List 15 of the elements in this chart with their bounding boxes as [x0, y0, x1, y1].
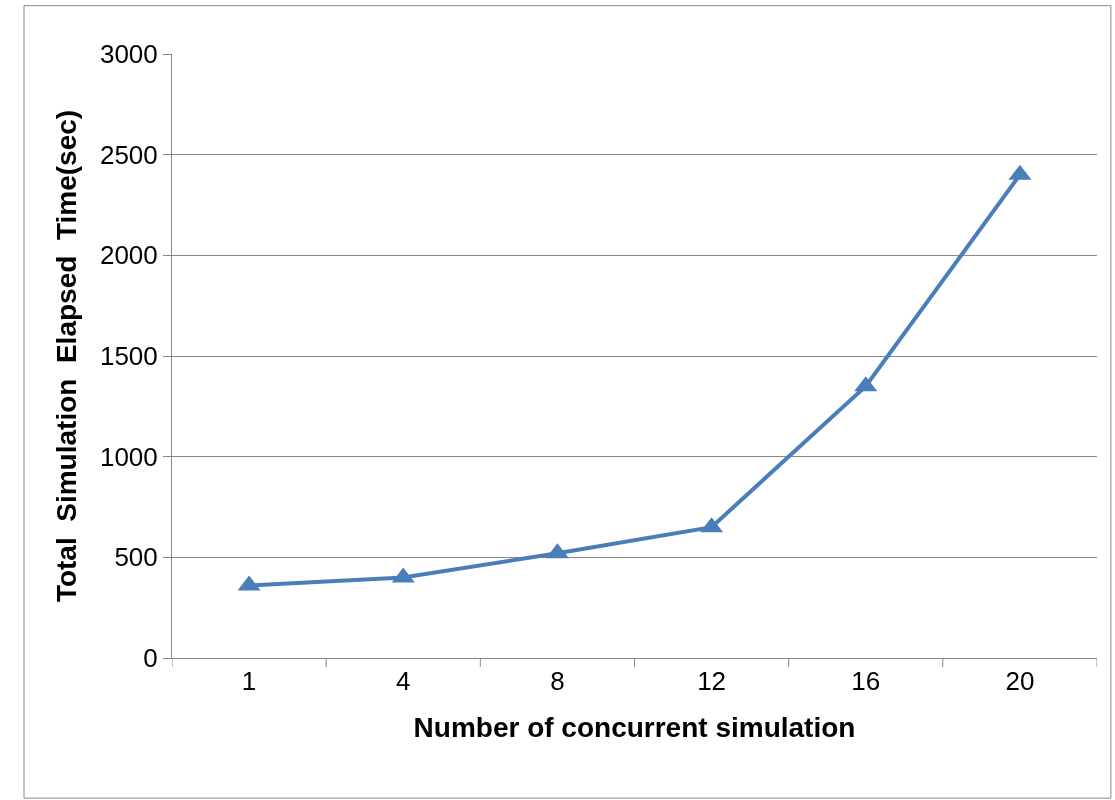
y-tick-label: 2500 [99, 139, 158, 170]
y-tick-label: 1500 [99, 341, 158, 372]
x-tick-label: 4 [396, 666, 411, 697]
y-tick-label: 0 [143, 643, 158, 674]
y-tick-label: 1000 [99, 441, 158, 472]
x-tick-label: 12 [697, 666, 727, 697]
x-tick-label: 20 [1005, 666, 1035, 697]
y-tick-label: 500 [114, 542, 158, 573]
y-tick-label: 3000 [99, 39, 158, 70]
x-axis-title: Number of concurrent simulation [413, 712, 856, 744]
y-axis-title: Total Simulation Elapsed Time(sec) [50, 109, 82, 603]
x-tick-label: 1 [241, 666, 257, 697]
x-tick-label: 16 [851, 666, 881, 697]
x-tick-label: 8 [550, 666, 565, 697]
y-tick-label: 2000 [99, 240, 158, 271]
